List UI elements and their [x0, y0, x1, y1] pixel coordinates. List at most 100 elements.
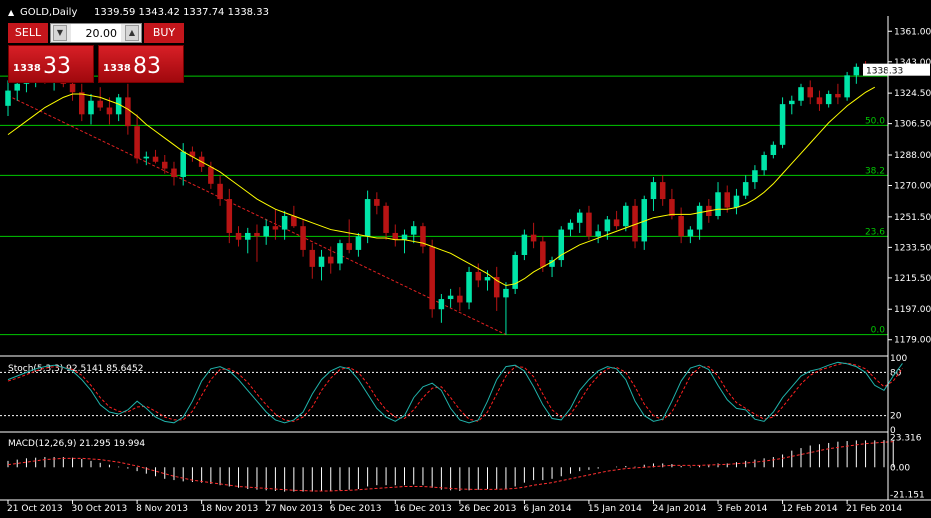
- candle-body: [79, 92, 85, 115]
- candle-body: [180, 151, 186, 178]
- candle-body: [466, 271, 472, 303]
- candle-body: [807, 87, 813, 98]
- price-tick-label: 1179.00: [894, 336, 931, 346]
- moving-average-line: [7, 86, 876, 287]
- time-tick-label: 6 Jan 2014: [523, 504, 571, 514]
- candle-body: [235, 232, 242, 240]
- candle-body: [715, 192, 721, 217]
- price-pane: 1361.00 1343.00 1324.50 1306.50 1288.00 1270.…: [0, 27, 931, 346]
- lot-size-input[interactable]: [71, 24, 121, 42]
- candle-body: [364, 199, 371, 237]
- price-tick-label: 1215.50: [894, 274, 931, 284]
- candle-body: [226, 199, 233, 233]
- sell-price-prefix: 1338: [13, 63, 41, 74]
- candle-body: [798, 87, 804, 101]
- candle-body: [484, 277, 491, 281]
- sell-button[interactable]: SELL: [8, 23, 48, 43]
- stochastic-main-line: [7, 361, 903, 424]
- candle-body: [558, 229, 565, 261]
- candle-body: [761, 154, 767, 171]
- sell-price-button[interactable]: 1338 33: [8, 45, 94, 83]
- candle-body: [327, 256, 334, 264]
- price-tick-label: 1324.50: [894, 89, 931, 99]
- candle-body: [281, 216, 288, 230]
- candle-body: [659, 182, 666, 200]
- fibonacci-level-label: 0.0: [871, 326, 886, 336]
- candle-body: [623, 205, 629, 227]
- candle-body: [392, 232, 399, 240]
- candle-body: [254, 232, 260, 237]
- stochastic-title: Stoch(5,3,3) 92.5141 85.6452: [8, 364, 143, 374]
- candle-body: [272, 226, 279, 230]
- time-tick-label: 8 Nov 2013: [136, 504, 188, 514]
- candle-body: [171, 168, 177, 178]
- candle-body: [549, 260, 555, 267]
- candle-body: [337, 243, 343, 264]
- candle-body: [208, 166, 214, 184]
- candle-body: [853, 66, 860, 76]
- candle-body: [346, 243, 352, 250]
- sell-price-main: 33: [43, 54, 71, 79]
- stochastic-signal-line: [7, 362, 903, 422]
- candle-body: [429, 246, 435, 310]
- candle-body: [143, 156, 150, 159]
- decrease-lot-icon[interactable]: ▼: [53, 25, 67, 41]
- macd-pane: MACD(12,26,9) 21.295 19.994 23.316 0.00 -21…: [7, 433, 925, 500]
- candle-body: [576, 212, 583, 223]
- candle-body: [318, 256, 325, 267]
- symbol-label: GOLD,Daily: [20, 7, 77, 18]
- price-tick-label: 1288.00: [894, 151, 931, 161]
- candle-body: [540, 241, 546, 267]
- price-tick-label: 1270.00: [894, 182, 931, 192]
- time-tick-label: 21 Oct 2013: [7, 504, 63, 514]
- buy-price-main: 83: [133, 54, 161, 79]
- candle-body: [770, 144, 777, 155]
- candle-body: [613, 219, 620, 227]
- candle-body: [5, 90, 11, 106]
- time-tick-label: 30 Oct 2013: [72, 504, 128, 514]
- price-tick-label: 1197.00: [894, 305, 931, 315]
- buy-price-button[interactable]: 1338 83: [98, 45, 184, 83]
- candle-body: [291, 216, 297, 227]
- price-tick-label: 1343.00: [894, 58, 931, 68]
- candle-body: [383, 205, 389, 233]
- stochastic-tick-label: 80: [890, 368, 902, 378]
- increase-lot-icon[interactable]: ▲: [125, 25, 139, 41]
- candle-body: [161, 161, 168, 169]
- time-tick-label: 21 Feb 2014: [846, 504, 902, 514]
- candle-body: [835, 93, 841, 98]
- time-tick-label: 24 Jan 2014: [652, 504, 706, 514]
- fibonacci-level-label: 23.6: [865, 227, 885, 237]
- candle-body: [69, 83, 76, 93]
- candle-body: [189, 151, 196, 157]
- stochastic-tick-label: 100: [890, 354, 907, 364]
- candle-body: [632, 205, 638, 242]
- time-tick-label: 26 Dec 2013: [459, 504, 516, 514]
- candle-body: [752, 170, 758, 183]
- candle-body: [14, 83, 20, 91]
- one-click-trading-panel: SELL ▼ ▲ BUY 1338 33 1338 83: [8, 23, 184, 84]
- candle-body: [115, 97, 122, 115]
- candle-body: [742, 182, 749, 196]
- stochastic-tick-label: 0: [890, 426, 896, 436]
- candle-body: [374, 199, 380, 206]
- price-tick-label: 1251.50: [894, 213, 931, 223]
- collapse-arrow-icon[interactable]: ▲: [8, 8, 15, 17]
- time-tick-label: 16 Dec 2013: [394, 504, 452, 514]
- candle-body: [521, 234, 528, 255]
- candle-body: [300, 226, 306, 250]
- price-tick-label: 1306.50: [894, 120, 931, 130]
- candle-body: [696, 205, 703, 230]
- time-tick-label: 6 Dec 2013: [330, 504, 382, 514]
- buy-button[interactable]: BUY: [144, 23, 184, 43]
- price-tick-label: 1233.50: [894, 243, 931, 253]
- fibonacci-level-label: 38.2: [865, 166, 885, 176]
- candle-body: [789, 100, 795, 105]
- candle-body: [530, 234, 537, 242]
- candle-body: [457, 295, 463, 303]
- candle-body: [410, 226, 417, 235]
- stochastic-tick-label: 20: [890, 412, 902, 422]
- candle-body: [825, 93, 832, 105]
- buy-price-prefix: 1338: [103, 63, 131, 74]
- candle-body: [512, 254, 518, 289]
